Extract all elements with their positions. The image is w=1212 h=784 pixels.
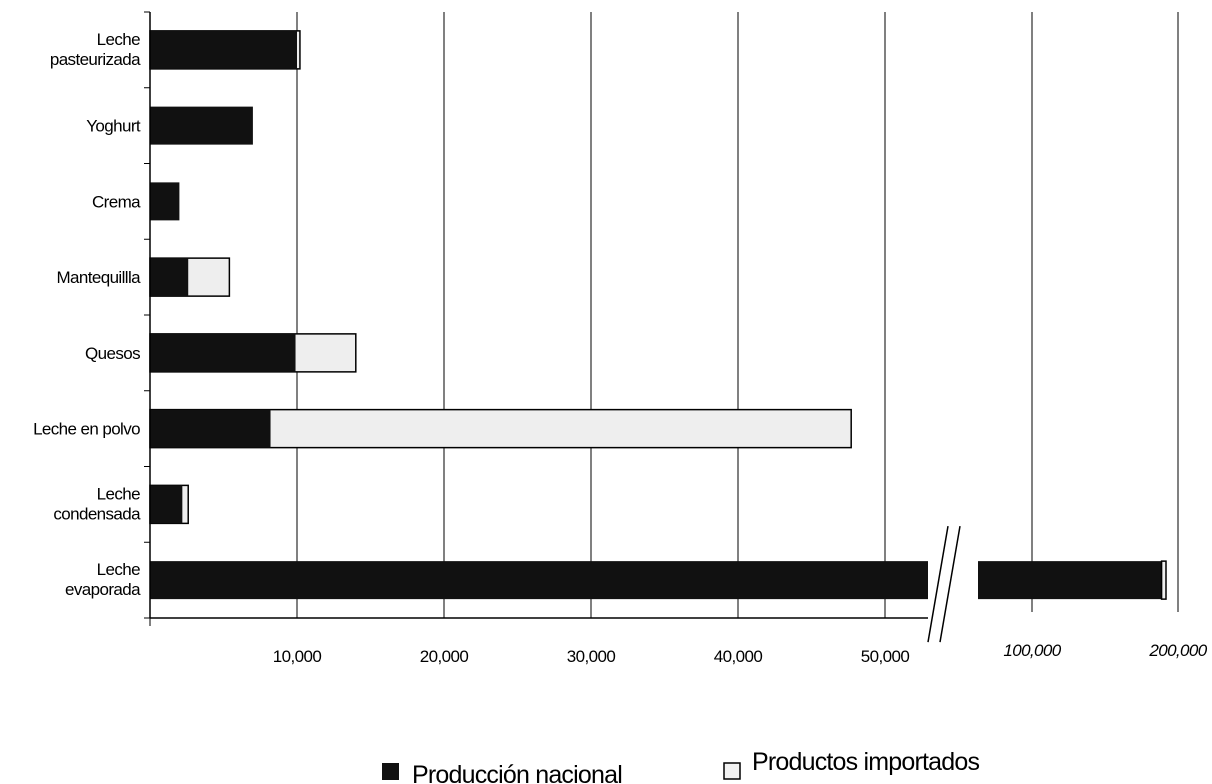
axis-break-mark xyxy=(927,525,949,643)
tick-labels: 10,000 20,000 30,000 40,000 50,000 100,000 200… xyxy=(273,641,1209,666)
x-tick-label: 100,000 xyxy=(1003,641,1061,660)
legend-label-produccion-nacional: Producción nacional xyxy=(412,761,622,784)
category-label-line: Mantequillla xyxy=(56,268,141,287)
bar-produccion-nacional xyxy=(150,30,297,69)
bar-produccion-nacional xyxy=(150,409,271,448)
category-label: Mantequillla xyxy=(56,268,141,287)
x-tick-label: 40,000 xyxy=(714,647,763,666)
category-label-line: Yoghurt xyxy=(86,117,141,136)
category-label: Yoghurt xyxy=(86,117,141,136)
category-label-line: Leche xyxy=(97,484,140,503)
bar-produccion-nacional xyxy=(150,106,253,145)
category-label: Leche condensada xyxy=(53,484,141,523)
category-label-line: Crema xyxy=(92,192,141,211)
category-label: Quesos xyxy=(85,344,140,363)
x-tick-label: 200,000 xyxy=(1148,641,1207,660)
bar-produccion-nacional xyxy=(150,182,180,221)
legend-swatch-produccion-nacional xyxy=(382,763,399,780)
category-label-line: Quesos xyxy=(85,344,140,363)
category-label-line: pasteurizada xyxy=(50,50,141,69)
category-label: Leche en polvo xyxy=(33,420,140,439)
category-label-line: Leche en polvo xyxy=(33,420,140,439)
x-tick-label: 10,000 xyxy=(273,647,322,666)
category-label-line: evaporada xyxy=(65,580,141,599)
bar-produccion-nacional xyxy=(150,561,928,600)
category-label-line: Leche xyxy=(97,560,140,579)
category-label: Crema xyxy=(92,192,141,211)
bar-produccion-nacional xyxy=(150,258,189,297)
bar-produccion-nacional xyxy=(150,333,296,372)
legend-swatch-productos-importados xyxy=(723,762,741,780)
x-tick-label: 20,000 xyxy=(420,647,469,666)
bar-produccion-nacional xyxy=(978,561,1162,600)
category-label-line: condensada xyxy=(53,504,141,523)
bar-productos-importados xyxy=(1160,560,1167,600)
bar-produccion-nacional xyxy=(150,485,183,524)
category-label-line: Leche xyxy=(97,30,140,49)
grid-lines xyxy=(296,12,1179,618)
legend-label-productos-importados: Productos importados xyxy=(752,748,979,776)
axis-break-mark xyxy=(939,525,961,643)
axes xyxy=(144,11,961,643)
category-label: Leche pasteurizada xyxy=(50,30,141,69)
x-tick-label: 50,000 xyxy=(861,647,910,666)
bars xyxy=(149,30,1167,600)
category-label: Leche evaporada xyxy=(65,560,141,599)
category-labels: Leche pasteurizadaYoghurtCremaMantequilll… xyxy=(33,30,142,599)
x-tick-label: 30,000 xyxy=(567,647,616,666)
legend: Producción nacional Productos importados xyxy=(382,748,980,784)
